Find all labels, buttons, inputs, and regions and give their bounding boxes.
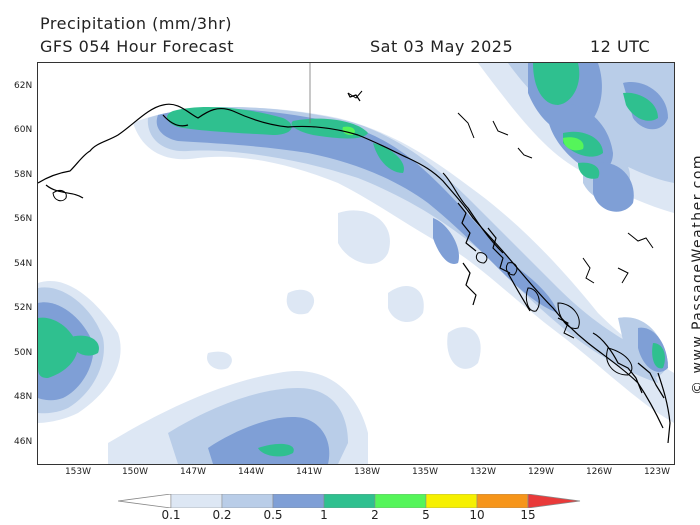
legend-label: 5	[422, 508, 430, 522]
coastline	[38, 92, 671, 444]
legend-swatch	[476, 494, 529, 508]
forecast-time: 12 UTC	[590, 37, 651, 56]
forecast-label: GFS 054 Hour Forecast	[40, 37, 235, 56]
lon-label: 144W	[237, 467, 265, 477]
legend-label: 0.1	[161, 508, 181, 522]
lat-label: 62N	[14, 81, 33, 91]
legend-swatch	[425, 494, 478, 508]
lon-label: 135W	[411, 467, 439, 477]
lat-label: 58N	[14, 170, 33, 180]
coastline-islands	[52, 90, 654, 376]
legend-label: 0.5	[263, 508, 283, 522]
lat-label: 48N	[14, 392, 33, 402]
lon-label: 126W	[585, 467, 613, 477]
lon-label: 129W	[527, 467, 555, 477]
lon-label: 138W	[353, 467, 381, 477]
lat-label: 46N	[14, 437, 33, 447]
legend-swatch	[374, 494, 427, 508]
legend-arrow-left	[118, 494, 172, 508]
lat-label: 52N	[14, 303, 33, 313]
lon-label: 150W	[121, 467, 149, 477]
lat-label: 54N	[14, 259, 33, 269]
lat-label: 60N	[14, 125, 33, 135]
lon-label: 153W	[64, 467, 92, 477]
lat-label: 50N	[14, 348, 33, 358]
legend-label: 0.2	[212, 508, 232, 522]
legend-arrow-right	[527, 494, 581, 508]
lon-label: 132W	[469, 467, 497, 477]
lat-label: 56N	[14, 214, 33, 224]
map-title: Precipitation (mm/3hr)	[40, 14, 233, 33]
legend-label: 15	[520, 508, 536, 522]
legend-swatch	[323, 494, 376, 508]
forecast-date: Sat 03 May 2025	[370, 37, 514, 56]
map-canvas	[38, 63, 674, 464]
legend-label: 2	[371, 508, 379, 522]
precipitation-map	[37, 62, 675, 465]
legend-swatch	[170, 494, 223, 508]
legend-label: 1	[320, 508, 328, 522]
legend-label: 10	[469, 508, 485, 522]
precip-level-1	[38, 63, 665, 457]
legend-swatch	[272, 494, 325, 508]
credit-text: © www.PassageWeather.com	[690, 153, 700, 395]
lon-label: 141W	[295, 467, 323, 477]
lon-label: 147W	[179, 467, 207, 477]
legend-swatch	[221, 494, 274, 508]
precip-legend	[118, 494, 581, 508]
lon-label: 123W	[643, 467, 671, 477]
